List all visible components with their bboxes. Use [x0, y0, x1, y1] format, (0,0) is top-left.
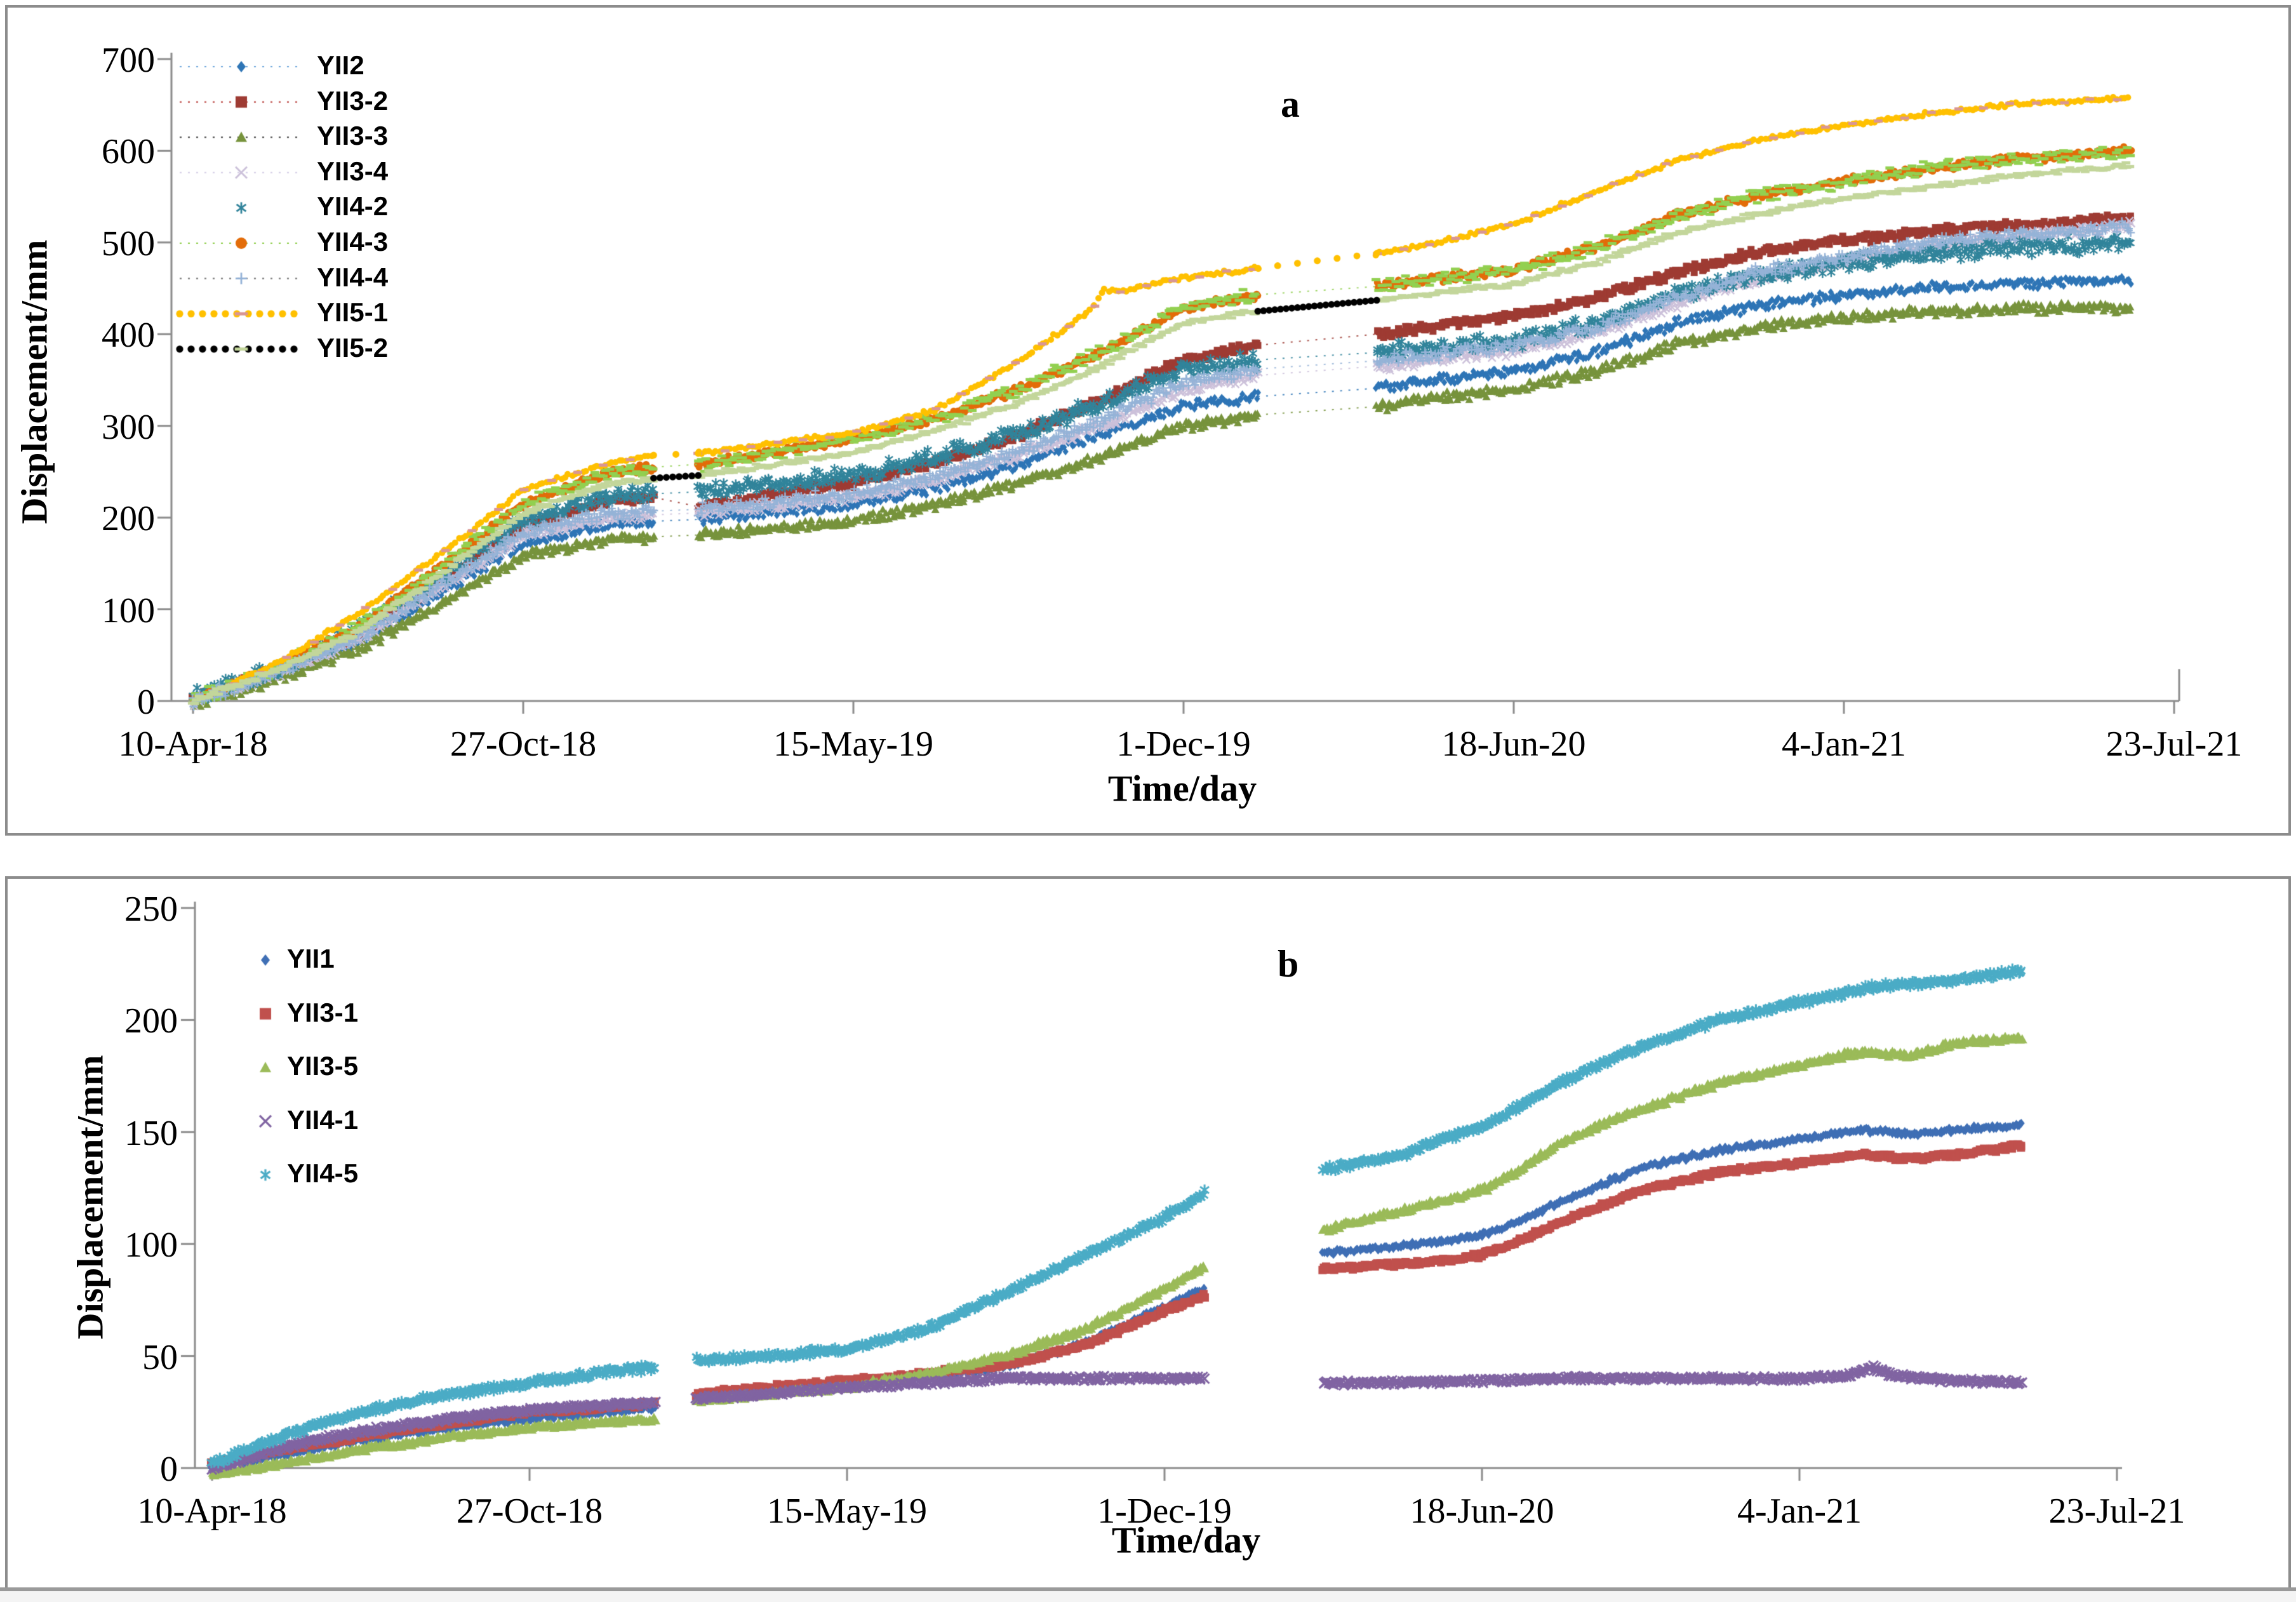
panel-a: a Displacement/mm Time/day 0 100 200 300 400… — [5, 5, 2291, 836]
chart-a-canvas — [8, 8, 2288, 833]
panel-b: b Displacement/mm Time/day 0 50 100 150 200 2… — [5, 876, 2291, 1590]
footer-strip — [0, 1587, 2296, 1602]
chart-b-canvas — [8, 879, 2288, 1587]
